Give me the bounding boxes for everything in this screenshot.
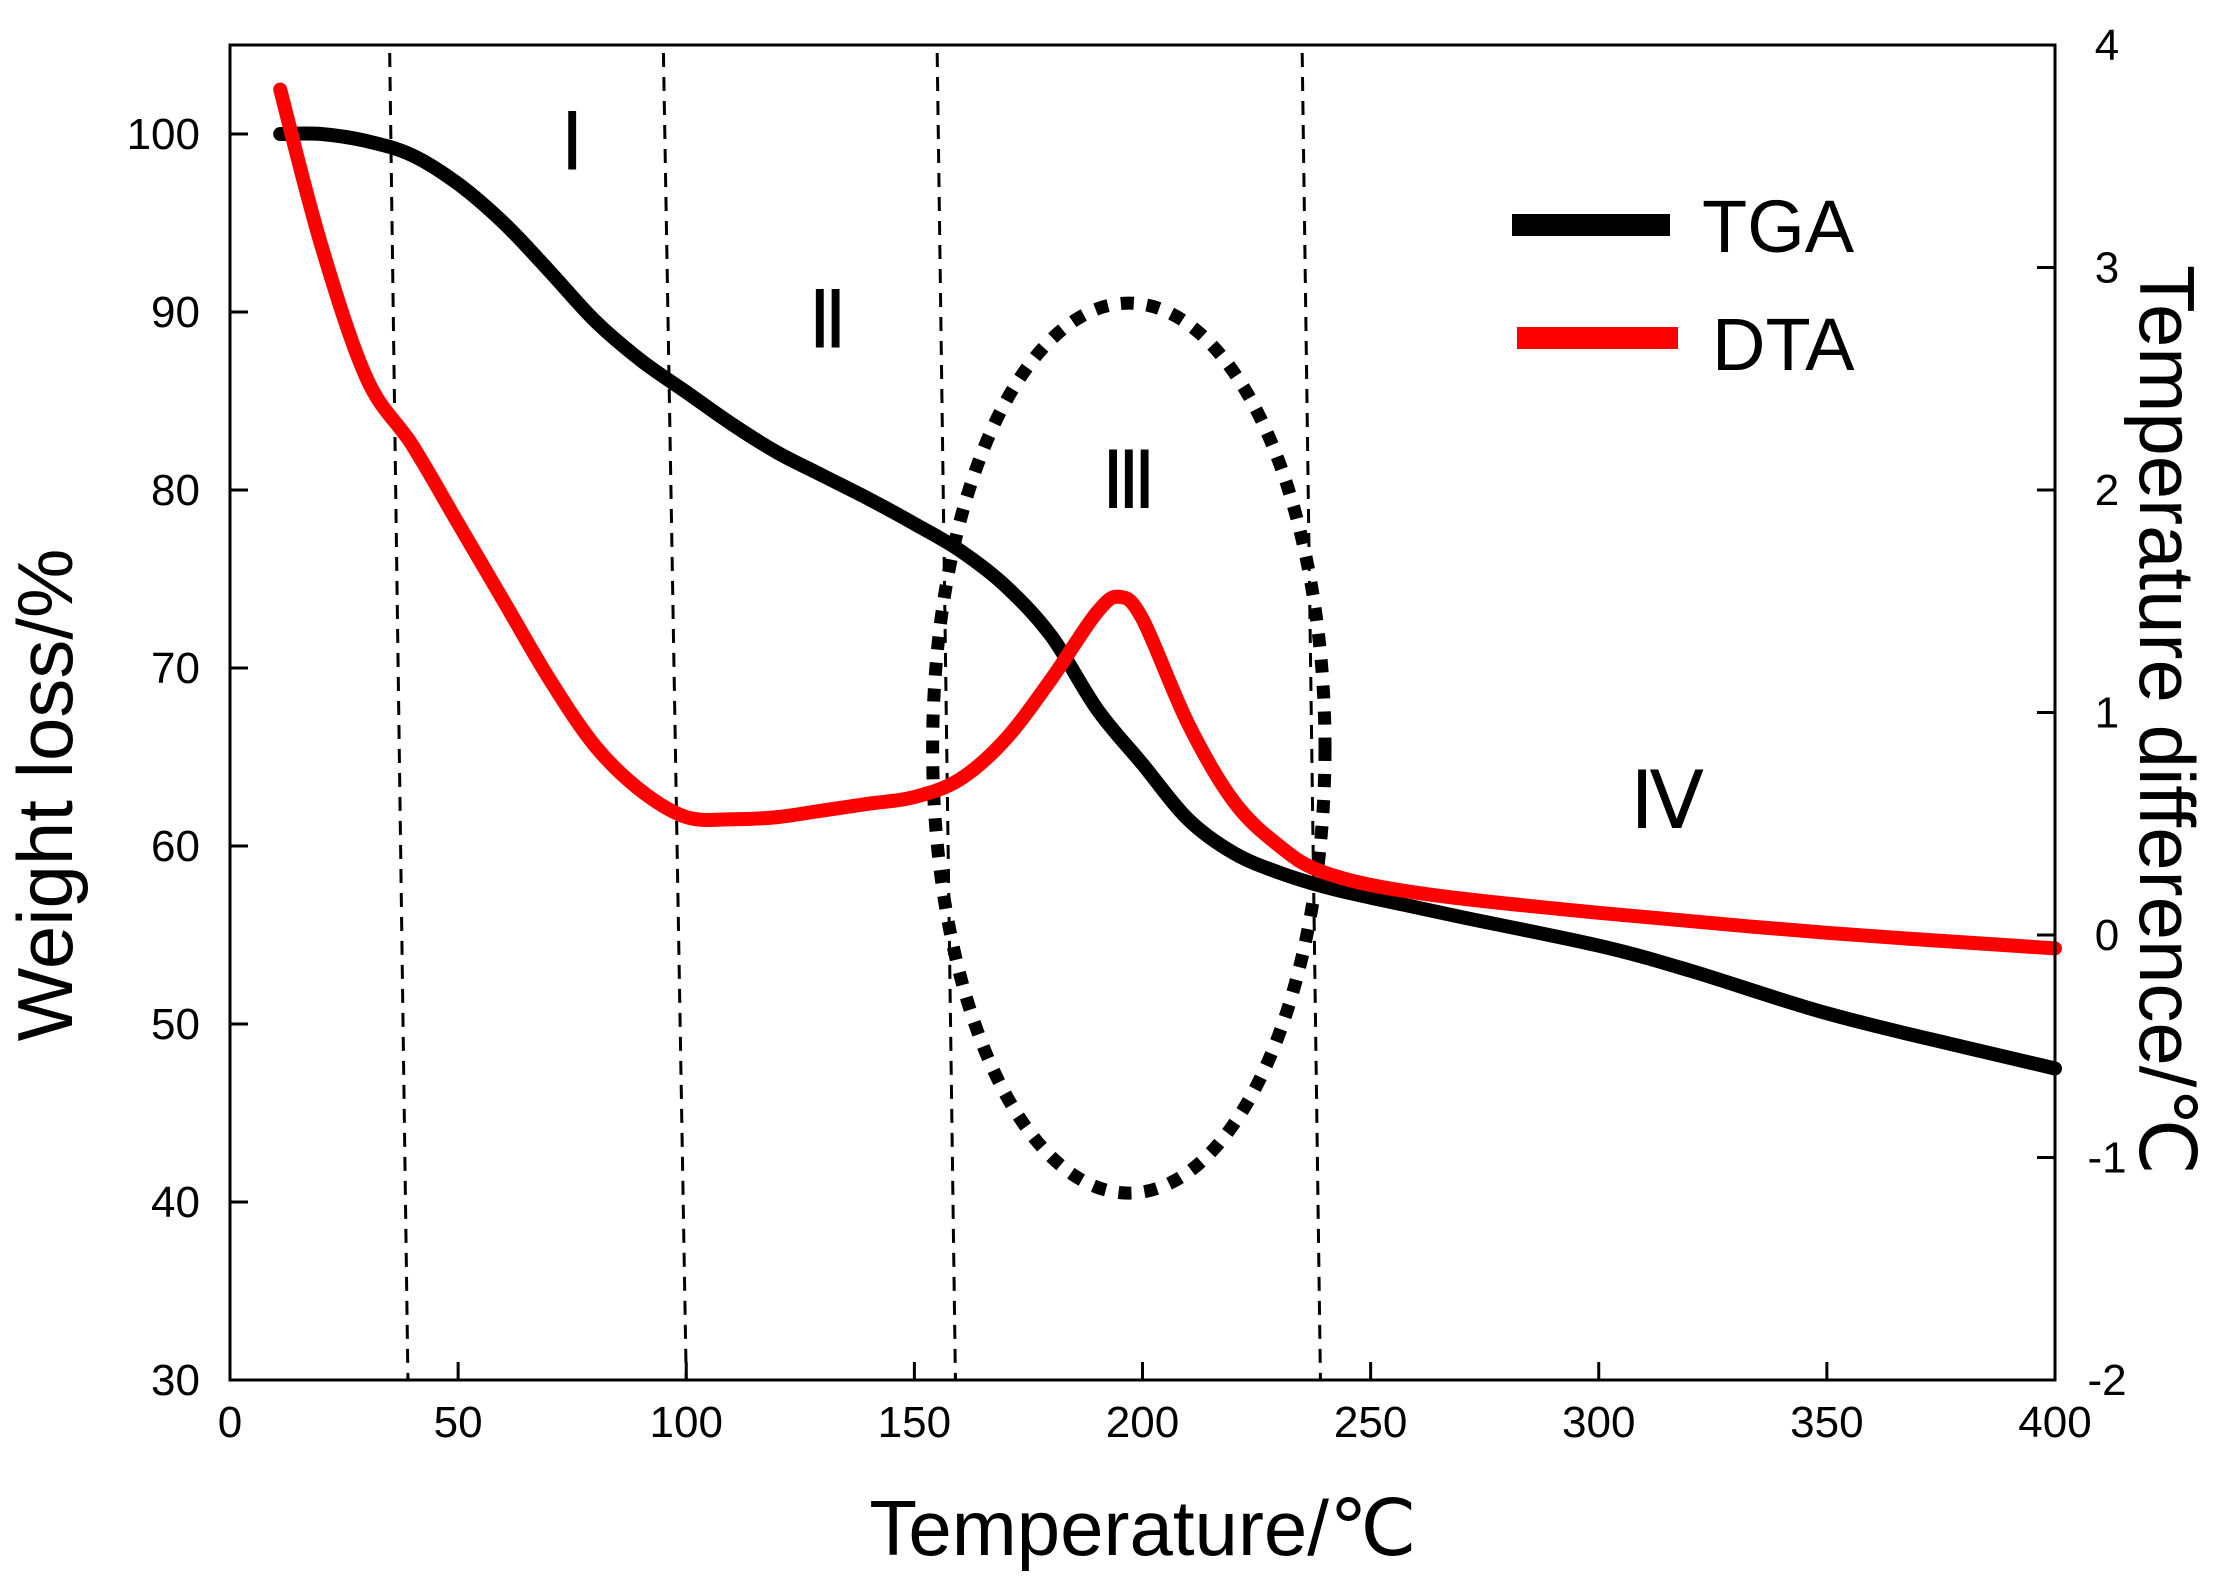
region-label: Ⅲ <box>1101 438 1156 526</box>
y-left-tick-label: 80 <box>151 466 200 515</box>
y-left-tick-label: 60 <box>151 822 200 871</box>
x-tick-label: 250 <box>1334 1398 1407 1447</box>
ticks-layer: 0 50 100 150 200 250 300 350 4003040506070809010… <box>127 21 2127 1447</box>
y-right-tick-label: 3 <box>2095 244 2119 293</box>
highlight-ellipse <box>926 296 1332 1200</box>
x-tick-label: 350 <box>1790 1398 1863 1447</box>
y-right-tick-label: -2 <box>2087 1356 2126 1405</box>
y-axis-left-title: Weight loss/% <box>1 549 89 1042</box>
y-right-tick-label: 1 <box>2095 689 2119 738</box>
highlight-ellipse-layer <box>926 296 1332 1200</box>
x-tick-label: 0 <box>218 1398 242 1447</box>
x-tick-label: 150 <box>878 1398 951 1447</box>
y-left-tick-label: 30 <box>151 1356 200 1405</box>
x-tick-label: 400 <box>2018 1398 2091 1447</box>
legend-tga-label: TGA <box>1702 185 1855 268</box>
legend-dta-label: DTA <box>1712 303 1855 386</box>
region-boundary-lines <box>388 52 1322 1381</box>
series-line-tga <box>273 126 2062 1076</box>
y-right-tick-label: 0 <box>2095 911 2119 960</box>
y-right-tick-label: -1 <box>2087 1134 2126 1183</box>
region-label: Ⅳ <box>1630 758 1704 846</box>
y-left-tick-label: 90 <box>151 288 200 337</box>
x-tick-label: 50 <box>434 1398 483 1447</box>
x-tick-label: 200 <box>1106 1398 1179 1447</box>
region-boundary-line <box>935 52 957 1381</box>
y-right-tick-label: 2 <box>2095 466 2119 515</box>
y-left-tick-label: 70 <box>151 644 200 693</box>
region-boundary-line <box>388 52 410 1381</box>
region-label: Ⅰ <box>560 100 584 188</box>
series-layer <box>273 82 2062 1076</box>
region-labels-layer: Ⅰ Ⅱ Ⅲ Ⅳ <box>560 100 1704 847</box>
series-line-dta <box>273 82 2062 956</box>
y-left-tick-label: 40 <box>151 1178 200 1227</box>
x-tick-label: 300 <box>1562 1398 1635 1447</box>
y-left-tick-label: 50 <box>151 1000 200 1049</box>
legend: TGA DTA <box>1512 185 1855 386</box>
y-axis-right-title: Temperature difference/℃ <box>2123 265 2211 1175</box>
region-boundary-line <box>661 52 688 1381</box>
y-right-tick-label: 4 <box>2095 21 2119 70</box>
region-boundary-line <box>1300 52 1322 1381</box>
x-axis-title: Temperature/℃ <box>869 1484 1416 1572</box>
x-tick-label: 100 <box>650 1398 723 1447</box>
region-label: Ⅱ <box>808 278 847 366</box>
y-left-tick-label: 100 <box>127 110 200 159</box>
